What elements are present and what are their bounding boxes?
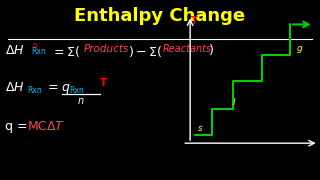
Text: T: T — [100, 78, 107, 89]
Text: $)-\Sigma($: $)-\Sigma($ — [128, 44, 162, 59]
Text: Products: Products — [83, 44, 129, 54]
Text: o: o — [32, 41, 37, 50]
Text: ): ) — [209, 44, 214, 57]
Text: n: n — [77, 96, 84, 106]
Text: l: l — [233, 98, 236, 107]
Text: Rxn: Rxn — [32, 47, 46, 56]
Text: g: g — [296, 44, 302, 53]
Text: T: T — [191, 16, 198, 26]
Text: $\Delta H$: $\Delta H$ — [4, 81, 24, 94]
Text: Reactants: Reactants — [163, 44, 212, 54]
Text: Enthalpy Change: Enthalpy Change — [75, 7, 245, 25]
Text: s: s — [198, 124, 203, 133]
Text: q: q — [62, 81, 69, 94]
Text: q =: q = — [4, 120, 31, 133]
Text: =: = — [48, 81, 59, 94]
Text: MC: MC — [28, 120, 47, 133]
Text: Rxn: Rxn — [28, 86, 43, 94]
Text: $=\Sigma($: $=\Sigma($ — [51, 44, 80, 59]
Text: $\Delta T$: $\Delta T$ — [46, 120, 65, 133]
Text: Rxn: Rxn — [69, 86, 84, 94]
Text: $\Delta H$: $\Delta H$ — [4, 44, 24, 57]
